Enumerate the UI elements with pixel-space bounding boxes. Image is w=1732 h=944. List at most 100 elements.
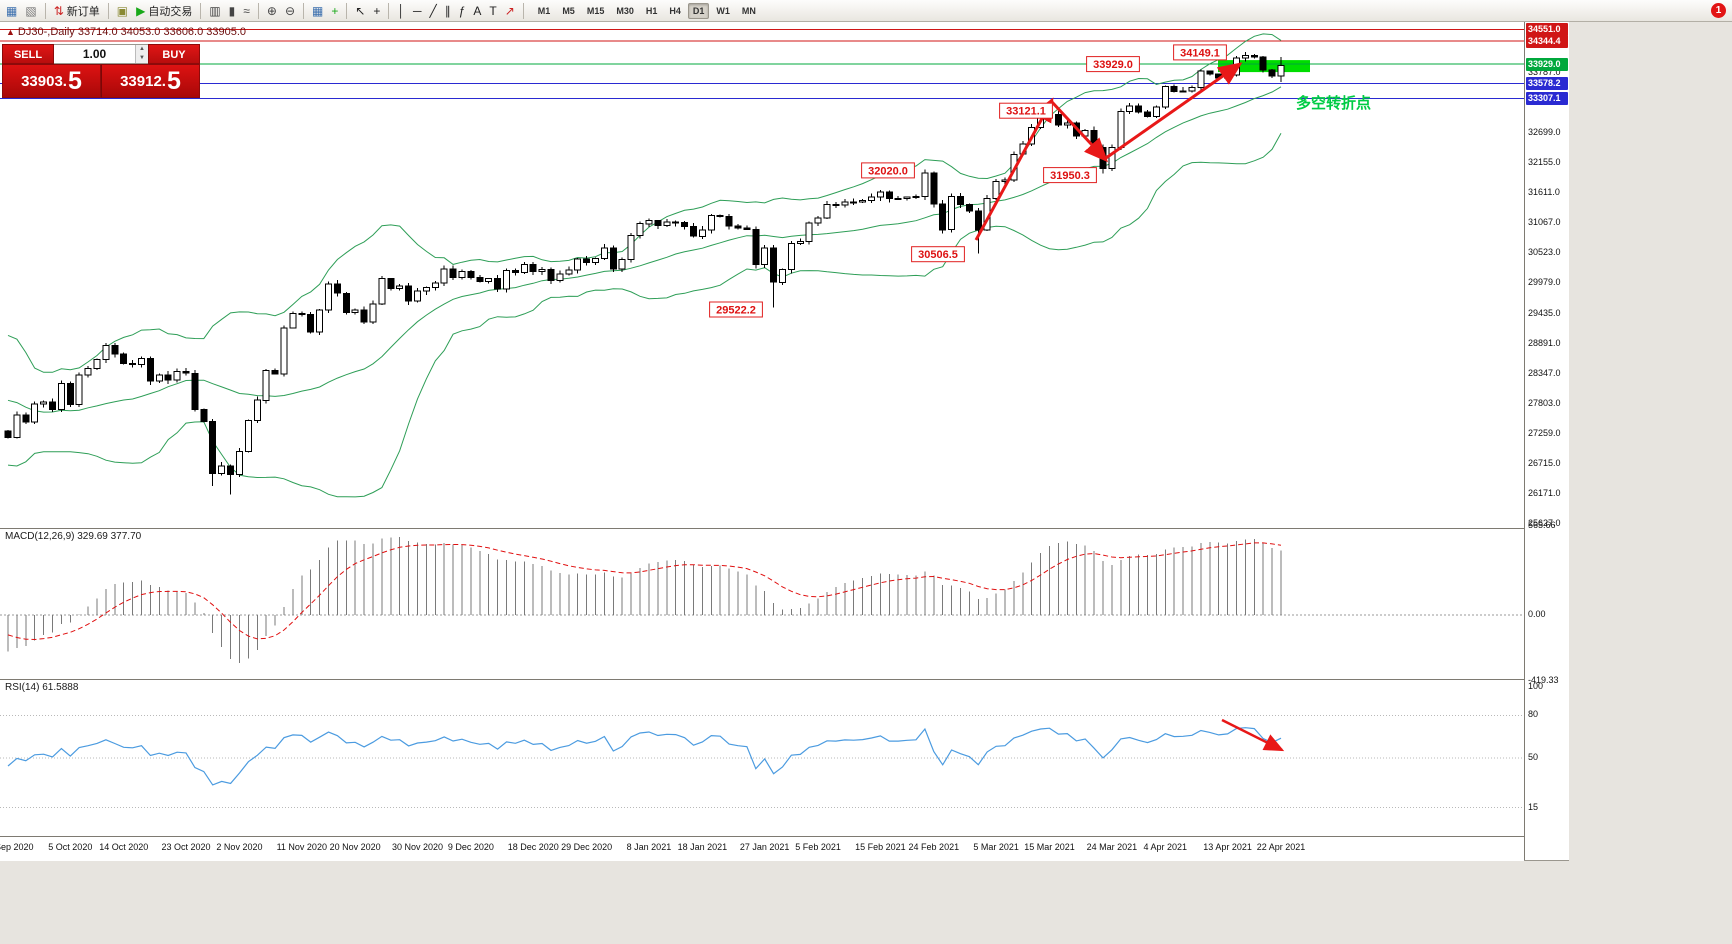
volume-decrement-button[interactable]: ▼: [136, 54, 148, 63]
time-axis[interactable]: 25 Sep 2020 5 Oct 2020 14 Oct 2020 23 Oct 2…: [0, 836, 1524, 861]
date-label: 9 Dec 2020: [447, 842, 494, 852]
toolbar-separator: [107, 2, 109, 19]
chart-window-icon: ▣: [116, 3, 129, 18]
notification-badge[interactable]: 1: [1711, 3, 1726, 18]
sell-button[interactable]: SELL: [2, 44, 54, 64]
profiles-button[interactable]: ▧: [22, 2, 39, 20]
price-tick-label: 27259.0: [1528, 427, 1561, 438]
new-chart-icon: ▦: [6, 3, 18, 18]
new-order-button-label: 新订单: [66, 5, 100, 18]
price-level-tag[interactable]: 33929.0: [1526, 57, 1568, 71]
volume-input[interactable]: 1.00 ▲ ▼: [54, 44, 148, 64]
timeframe-h4[interactable]: H4: [669, 5, 681, 16]
buy-button[interactable]: BUY: [148, 44, 200, 64]
trendline-button[interactable]: ╱: [426, 2, 439, 20]
date-label: 24 Feb 2021: [908, 842, 960, 852]
tile-windows-icon: ▦: [312, 3, 324, 18]
cursor-button[interactable]: ↖: [352, 2, 368, 20]
price-tick-label: 28347.0: [1528, 367, 1561, 378]
price-tick-label: 25627.0: [1528, 518, 1561, 529]
auto-trading-icon: ▶: [136, 3, 146, 18]
horizontal-line-button[interactable]: ─: [410, 2, 425, 20]
vertical-line-button[interactable]: │: [394, 2, 408, 20]
line-chart-button[interactable]: ≈: [240, 2, 253, 20]
zoom-in-button[interactable]: ⊕: [264, 2, 280, 20]
new-chart-button[interactable]: ▦: [3, 2, 20, 20]
main-toolbar: ▦ ▧ ⇅ 新订单 ▣ ▶ 自动交易 ▥ ▮ ≈ ⊕ ⊖ ▦ + ↖ + │ ─ ╱ ∥ ƒ A T ↗ M1 M5 M15 M30…: [0, 0, 1732, 22]
new-order-icon: ⇅: [53, 3, 64, 18]
candlestick-chart-button[interactable]: ▮: [226, 2, 239, 20]
price-callout: 29522.2: [709, 301, 763, 318]
rsi-chart[interactable]: [0, 679, 1524, 836]
date-label: 13 Apr 2021: [1203, 842, 1252, 852]
label-button[interactable]: T: [486, 2, 499, 20]
date-label: 23 Oct 2020: [161, 842, 211, 852]
price-tick-label: 31611.0: [1528, 187, 1560, 198]
crosshair-button[interactable]: +: [370, 2, 383, 20]
rsi-line: [7, 727, 1282, 786]
chart-window: 33929.0 34149.1 33121.1 31950.3 32020.0 30506…: [0, 22, 1569, 861]
price-level-tag[interactable]: 33578.2: [1526, 76, 1568, 90]
timeframe-m15[interactable]: M15: [586, 5, 605, 16]
volume-spinners: ▲ ▼: [135, 45, 148, 63]
new-order-button[interactable]: ⇅ 新订单: [51, 2, 103, 20]
timeframe-m5[interactable]: M5: [562, 5, 575, 16]
price-level-tag[interactable]: 34551.0: [1526, 23, 1568, 37]
bollinger-bands: [7, 33, 1282, 498]
svg-text:32020.0: 32020.0: [868, 165, 908, 177]
vertical-line-icon: │: [397, 3, 405, 18]
text-button[interactable]: A: [470, 2, 484, 20]
timeframe-mn[interactable]: MN: [741, 5, 756, 16]
rsi-axis-label: 100: [1528, 681, 1544, 691]
price-callout: 34149.1: [1173, 44, 1227, 61]
turning-point-label: 多空转折点: [1296, 94, 1371, 112]
chart-window-button[interactable]: ▣: [114, 2, 131, 20]
timeframe-m1[interactable]: M1: [537, 5, 551, 16]
horizontal-line-icon: ─: [412, 3, 422, 18]
timeframe-m30[interactable]: M30: [616, 5, 634, 16]
price-chart[interactable]: 33929.0 34149.1 33121.1 31950.3 32020.0 30506…: [0, 22, 1524, 528]
date-label: 15 Mar 2021: [1024, 842, 1075, 852]
date-label: 4 Apr 2021: [1143, 842, 1188, 852]
price-tick-label: 26715.0: [1528, 457, 1561, 468]
date-label: 25 Sep 2020: [0, 842, 34, 852]
volume-increment-button[interactable]: ▲: [136, 45, 148, 54]
profiles-icon: ▧: [25, 3, 37, 18]
zoom-in-icon: ⊕: [266, 3, 277, 18]
price-axis[interactable]: 33787.033243.032699.032155.031611.031067…: [1524, 22, 1569, 860]
date-label: 27 Jan 2021: [739, 842, 790, 852]
price-callout: 33121.1: [999, 102, 1053, 119]
svg-text:33929.0: 33929.0: [1093, 59, 1133, 71]
price-level-tag[interactable]: 33307.1: [1526, 91, 1568, 105]
auto-trading-button[interactable]: ▶ 自动交易: [133, 2, 195, 20]
timeframe-d1[interactable]: D1: [687, 2, 710, 19]
date-label: 24 Mar 2021: [1086, 842, 1138, 852]
svg-text:34149.1: 34149.1: [1180, 47, 1220, 59]
arrows-button[interactable]: ↗: [502, 2, 518, 20]
buy-price-button[interactable]: 33912. 5: [101, 64, 200, 98]
timeframe-h1[interactable]: H1: [645, 5, 658, 16]
chart-title: ▲ DJ30-,Daily 33714.0 34053.0 33606.0 339…: [6, 26, 246, 38]
trendline-icon: ╱: [429, 3, 437, 18]
macd-axis-max: 565.66: [1528, 519, 1556, 530]
toolbar-separator: [388, 2, 390, 19]
rsi-axis-label: 50: [1528, 752, 1539, 762]
price-tick-label: 29435.0: [1528, 307, 1561, 318]
fibonacci-icon: ƒ: [458, 3, 466, 18]
trend-arrow: [1105, 62, 1243, 160]
macd-chart[interactable]: [0, 528, 1524, 679]
price-tick-label: 33787.0: [1528, 66, 1561, 77]
price-callout: 32020.0: [861, 162, 915, 179]
channel-button[interactable]: ∥: [442, 2, 454, 20]
fibonacci-button[interactable]: ƒ: [456, 2, 469, 20]
price-tick-label: 26171.0: [1528, 487, 1561, 498]
bar-chart-button[interactable]: ▥: [206, 2, 223, 20]
tile-windows-button[interactable]: ▦: [309, 2, 326, 20]
zoom-out-button[interactable]: ⊖: [282, 2, 298, 20]
date-label: 8 Jan 2021: [626, 842, 672, 852]
sell-price-button[interactable]: 33903. 5: [2, 64, 101, 98]
buy-price: 33912.: [120, 72, 166, 90]
indicators-button[interactable]: +: [328, 2, 341, 20]
timeframe-w1[interactable]: W1: [716, 5, 730, 16]
price-level-tag[interactable]: 34344.4: [1526, 34, 1568, 48]
